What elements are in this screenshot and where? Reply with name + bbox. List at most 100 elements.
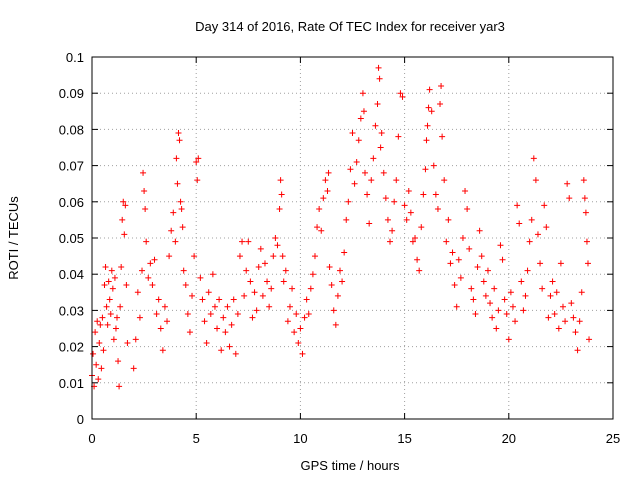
data-point <box>147 260 154 267</box>
data-point <box>121 231 128 238</box>
data-point <box>184 311 191 318</box>
data-point <box>311 253 318 260</box>
data-point <box>438 82 445 89</box>
data-point <box>359 90 366 97</box>
x-tick-label: 25 <box>606 431 620 446</box>
data-point <box>372 122 379 129</box>
data-point <box>487 300 494 307</box>
data-point <box>364 191 371 198</box>
data-point <box>526 238 533 245</box>
data-point <box>432 191 439 198</box>
data-point <box>459 235 466 241</box>
data-point <box>93 361 100 368</box>
data-point <box>507 289 514 296</box>
data-point <box>582 209 589 216</box>
data-point <box>472 311 479 318</box>
y-tick-label: 0.05 <box>59 231 84 246</box>
data-point <box>274 242 281 249</box>
data-point <box>514 202 521 209</box>
data-point <box>153 311 160 318</box>
data-point <box>345 198 352 205</box>
data-point <box>149 282 156 289</box>
data-point <box>439 133 446 140</box>
data-point <box>173 155 180 162</box>
data-point <box>108 267 115 274</box>
data-point <box>142 206 149 213</box>
data-point <box>409 238 416 245</box>
data-point <box>222 329 229 336</box>
data-point <box>543 224 550 231</box>
data-point <box>103 303 110 310</box>
data-point <box>140 169 147 176</box>
data-point <box>568 300 575 307</box>
data-point <box>218 347 225 354</box>
data-point <box>357 115 364 122</box>
data-point <box>118 263 125 270</box>
data-point <box>576 318 583 325</box>
data-point <box>389 227 396 234</box>
data-point <box>484 267 491 274</box>
data-point <box>194 177 201 184</box>
data-point <box>130 365 137 372</box>
data-point <box>145 274 152 281</box>
data-point <box>177 198 184 205</box>
data-point <box>259 292 266 299</box>
data-point <box>382 195 389 202</box>
data-point <box>324 187 331 194</box>
data-point <box>377 144 384 151</box>
data-point <box>224 303 231 310</box>
data-point <box>102 263 109 270</box>
data-point <box>489 314 496 321</box>
data-point <box>360 108 367 115</box>
data-point <box>101 282 108 289</box>
data-point <box>343 216 350 223</box>
data-point <box>94 318 101 325</box>
data-point <box>301 314 308 321</box>
data-point <box>90 350 97 357</box>
y-tick-label: 0.01 <box>59 376 84 391</box>
data-point <box>320 195 327 202</box>
data-point <box>116 383 123 390</box>
data-point <box>505 336 512 343</box>
data-point <box>387 238 394 245</box>
data-point <box>476 227 483 234</box>
data-point <box>112 325 119 332</box>
data-point <box>347 166 354 173</box>
data-point <box>480 278 487 285</box>
data-point <box>92 329 99 336</box>
data-point <box>512 318 519 325</box>
y-tick-label: 0 <box>77 412 84 427</box>
data-point <box>166 253 173 260</box>
data-point <box>276 206 283 213</box>
data-point <box>239 238 246 245</box>
data-point <box>175 130 182 137</box>
x-tick-label: 0 <box>88 431 95 446</box>
data-point <box>295 339 302 346</box>
data-point <box>289 285 296 292</box>
data-point <box>172 238 179 245</box>
data-point <box>179 224 186 231</box>
data-point <box>279 253 286 260</box>
data-point <box>220 314 227 321</box>
data-points <box>89 64 593 390</box>
data-point <box>176 137 183 144</box>
data-point <box>286 303 293 310</box>
y-tick-label: 0.02 <box>59 340 84 355</box>
data-point <box>322 177 329 184</box>
data-point <box>197 274 204 281</box>
data-point <box>412 235 419 241</box>
data-point <box>495 307 502 314</box>
data-point <box>170 209 177 216</box>
plot-frame <box>91 56 614 420</box>
data-point <box>303 296 310 303</box>
data-point <box>251 289 258 296</box>
y-axis-label: ROTI / TECUs <box>6 196 21 280</box>
data-point <box>497 242 504 249</box>
data-point <box>547 292 554 299</box>
data-point <box>482 292 489 299</box>
data-point <box>528 216 535 223</box>
y-tick-label: 0.06 <box>59 195 84 210</box>
data-point <box>143 238 150 245</box>
data-point <box>124 339 131 346</box>
data-point <box>434 206 441 213</box>
